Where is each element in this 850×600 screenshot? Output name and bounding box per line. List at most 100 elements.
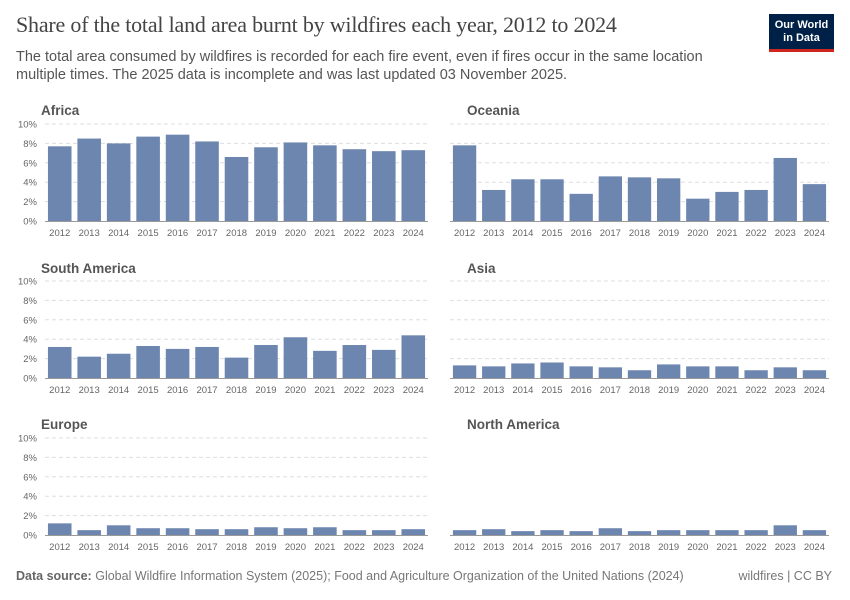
x-tick-label: 2016 xyxy=(167,228,188,239)
x-tick-label: 2023 xyxy=(373,542,394,553)
bar-asia-2013 xyxy=(482,366,506,378)
bar-oceania-2014 xyxy=(511,179,535,221)
x-tick-label: 2017 xyxy=(600,228,621,239)
bar-south-america-2017 xyxy=(195,346,219,378)
x-tick-label: 2013 xyxy=(483,542,504,553)
x-tick-label: 2023 xyxy=(775,385,796,396)
bar-asia-2021 xyxy=(715,366,739,378)
panel-title-europe: Europe xyxy=(41,417,88,432)
y-tick-label: 0% xyxy=(23,374,37,385)
bar-europe-2024 xyxy=(401,529,426,535)
bar-africa-2021 xyxy=(313,145,337,221)
bar-africa-2017 xyxy=(195,141,219,221)
bar-oceania-2017 xyxy=(598,176,623,221)
bar-south-america-2023 xyxy=(372,349,396,378)
x-tick-label: 2018 xyxy=(226,542,247,553)
bar-south-america-2020 xyxy=(283,337,308,378)
bar-europe-2015 xyxy=(136,528,160,535)
x-tick-label: 2023 xyxy=(373,385,394,396)
bar-south-america-2016 xyxy=(165,348,190,378)
bar-oceania-2020 xyxy=(686,198,710,221)
x-tick-label: 2014 xyxy=(108,385,129,396)
bar-north-america-2018 xyxy=(627,531,652,535)
bar-africa-2024 xyxy=(401,150,426,221)
bar-north-america-2022 xyxy=(744,530,768,535)
bar-north-america-2012 xyxy=(452,530,477,535)
x-tick-label: 2018 xyxy=(629,228,650,239)
bar-south-america-2024 xyxy=(401,335,426,378)
x-tick-label: 2017 xyxy=(600,385,621,396)
x-tick-label: 2022 xyxy=(746,542,767,553)
panel-title-oceania: Oceania xyxy=(467,103,520,118)
x-tick-label: 2022 xyxy=(344,228,365,239)
bar-north-america-2020 xyxy=(686,530,710,535)
bar-north-america-2016 xyxy=(569,531,593,535)
bar-oceania-2024 xyxy=(802,184,827,221)
panel-title-africa: Africa xyxy=(41,103,80,118)
bar-north-america-2021 xyxy=(715,530,739,535)
x-tick-label: 2015 xyxy=(541,228,562,239)
x-tick-label: 2021 xyxy=(716,228,737,239)
bar-europe-2023 xyxy=(372,530,396,535)
x-tick-label: 2021 xyxy=(314,228,335,239)
x-tick-label: 2024 xyxy=(804,542,825,553)
bar-oceania-2022 xyxy=(744,189,768,221)
bar-north-america-2023 xyxy=(773,525,797,535)
y-tick-label: 8% xyxy=(23,139,37,150)
x-tick-label: 2014 xyxy=(512,542,533,553)
bar-oceania-2023 xyxy=(773,157,797,221)
x-tick-label: 2015 xyxy=(138,228,159,239)
bar-europe-2012 xyxy=(47,523,72,535)
bar-asia-2016 xyxy=(569,366,593,378)
x-tick-label: 2012 xyxy=(49,385,70,396)
x-tick-label: 2015 xyxy=(541,542,562,553)
x-tick-label: 2018 xyxy=(226,228,247,239)
bar-europe-2017 xyxy=(195,529,219,535)
x-tick-label: 2021 xyxy=(716,542,737,553)
bar-asia-2022 xyxy=(744,370,768,378)
y-tick-label: 6% xyxy=(23,472,37,483)
y-tick-label: 4% xyxy=(23,335,37,346)
x-tick-label: 2018 xyxy=(226,385,247,396)
bar-africa-2015 xyxy=(136,136,160,221)
bar-asia-2012 xyxy=(452,365,477,378)
bar-south-america-2021 xyxy=(313,350,337,378)
y-tick-label: 2% xyxy=(23,511,37,522)
x-tick-label: 2012 xyxy=(49,542,70,553)
x-tick-label: 2019 xyxy=(658,228,679,239)
bar-south-america-2012 xyxy=(47,346,72,378)
data-source: Data source: Global Wildfire Information… xyxy=(16,569,684,583)
x-tick-label: 2015 xyxy=(541,385,562,396)
x-tick-label: 2016 xyxy=(571,542,592,553)
bar-south-america-2015 xyxy=(136,345,160,378)
y-tick-label: 10% xyxy=(18,434,38,445)
bar-africa-2012 xyxy=(47,146,72,221)
x-tick-label: 2012 xyxy=(454,228,475,239)
x-tick-label: 2017 xyxy=(196,228,217,239)
bar-europe-2021 xyxy=(313,527,337,535)
x-tick-label: 2024 xyxy=(804,385,825,396)
x-tick-label: 2020 xyxy=(687,228,708,239)
x-tick-label: 2013 xyxy=(483,228,504,239)
x-tick-label: 2023 xyxy=(373,228,394,239)
x-tick-label: 2013 xyxy=(79,228,100,239)
x-tick-label: 2012 xyxy=(454,542,475,553)
bar-asia-2015 xyxy=(540,362,564,378)
chart-title: Share of the total land area burnt by wi… xyxy=(16,12,617,37)
bar-south-america-2013 xyxy=(77,356,101,378)
bar-oceania-2012 xyxy=(452,145,477,221)
bar-asia-2014 xyxy=(511,363,535,378)
panel-title-south-america: South America xyxy=(41,261,136,276)
bar-asia-2019 xyxy=(656,364,681,378)
bar-africa-2014 xyxy=(106,143,131,221)
x-tick-label: 2023 xyxy=(775,228,796,239)
y-tick-label: 0% xyxy=(23,217,37,228)
x-tick-label: 2022 xyxy=(746,385,767,396)
x-tick-label: 2013 xyxy=(79,542,100,553)
data-source-text: Global Wildfire Information System (2025… xyxy=(95,569,684,583)
bar-europe-2013 xyxy=(77,530,101,535)
logo-line-2: in Data xyxy=(783,32,820,44)
bar-north-america-2015 xyxy=(540,530,564,535)
owid-logo[interactable]: Our World in Data xyxy=(769,14,834,52)
x-tick-label: 2015 xyxy=(138,385,159,396)
